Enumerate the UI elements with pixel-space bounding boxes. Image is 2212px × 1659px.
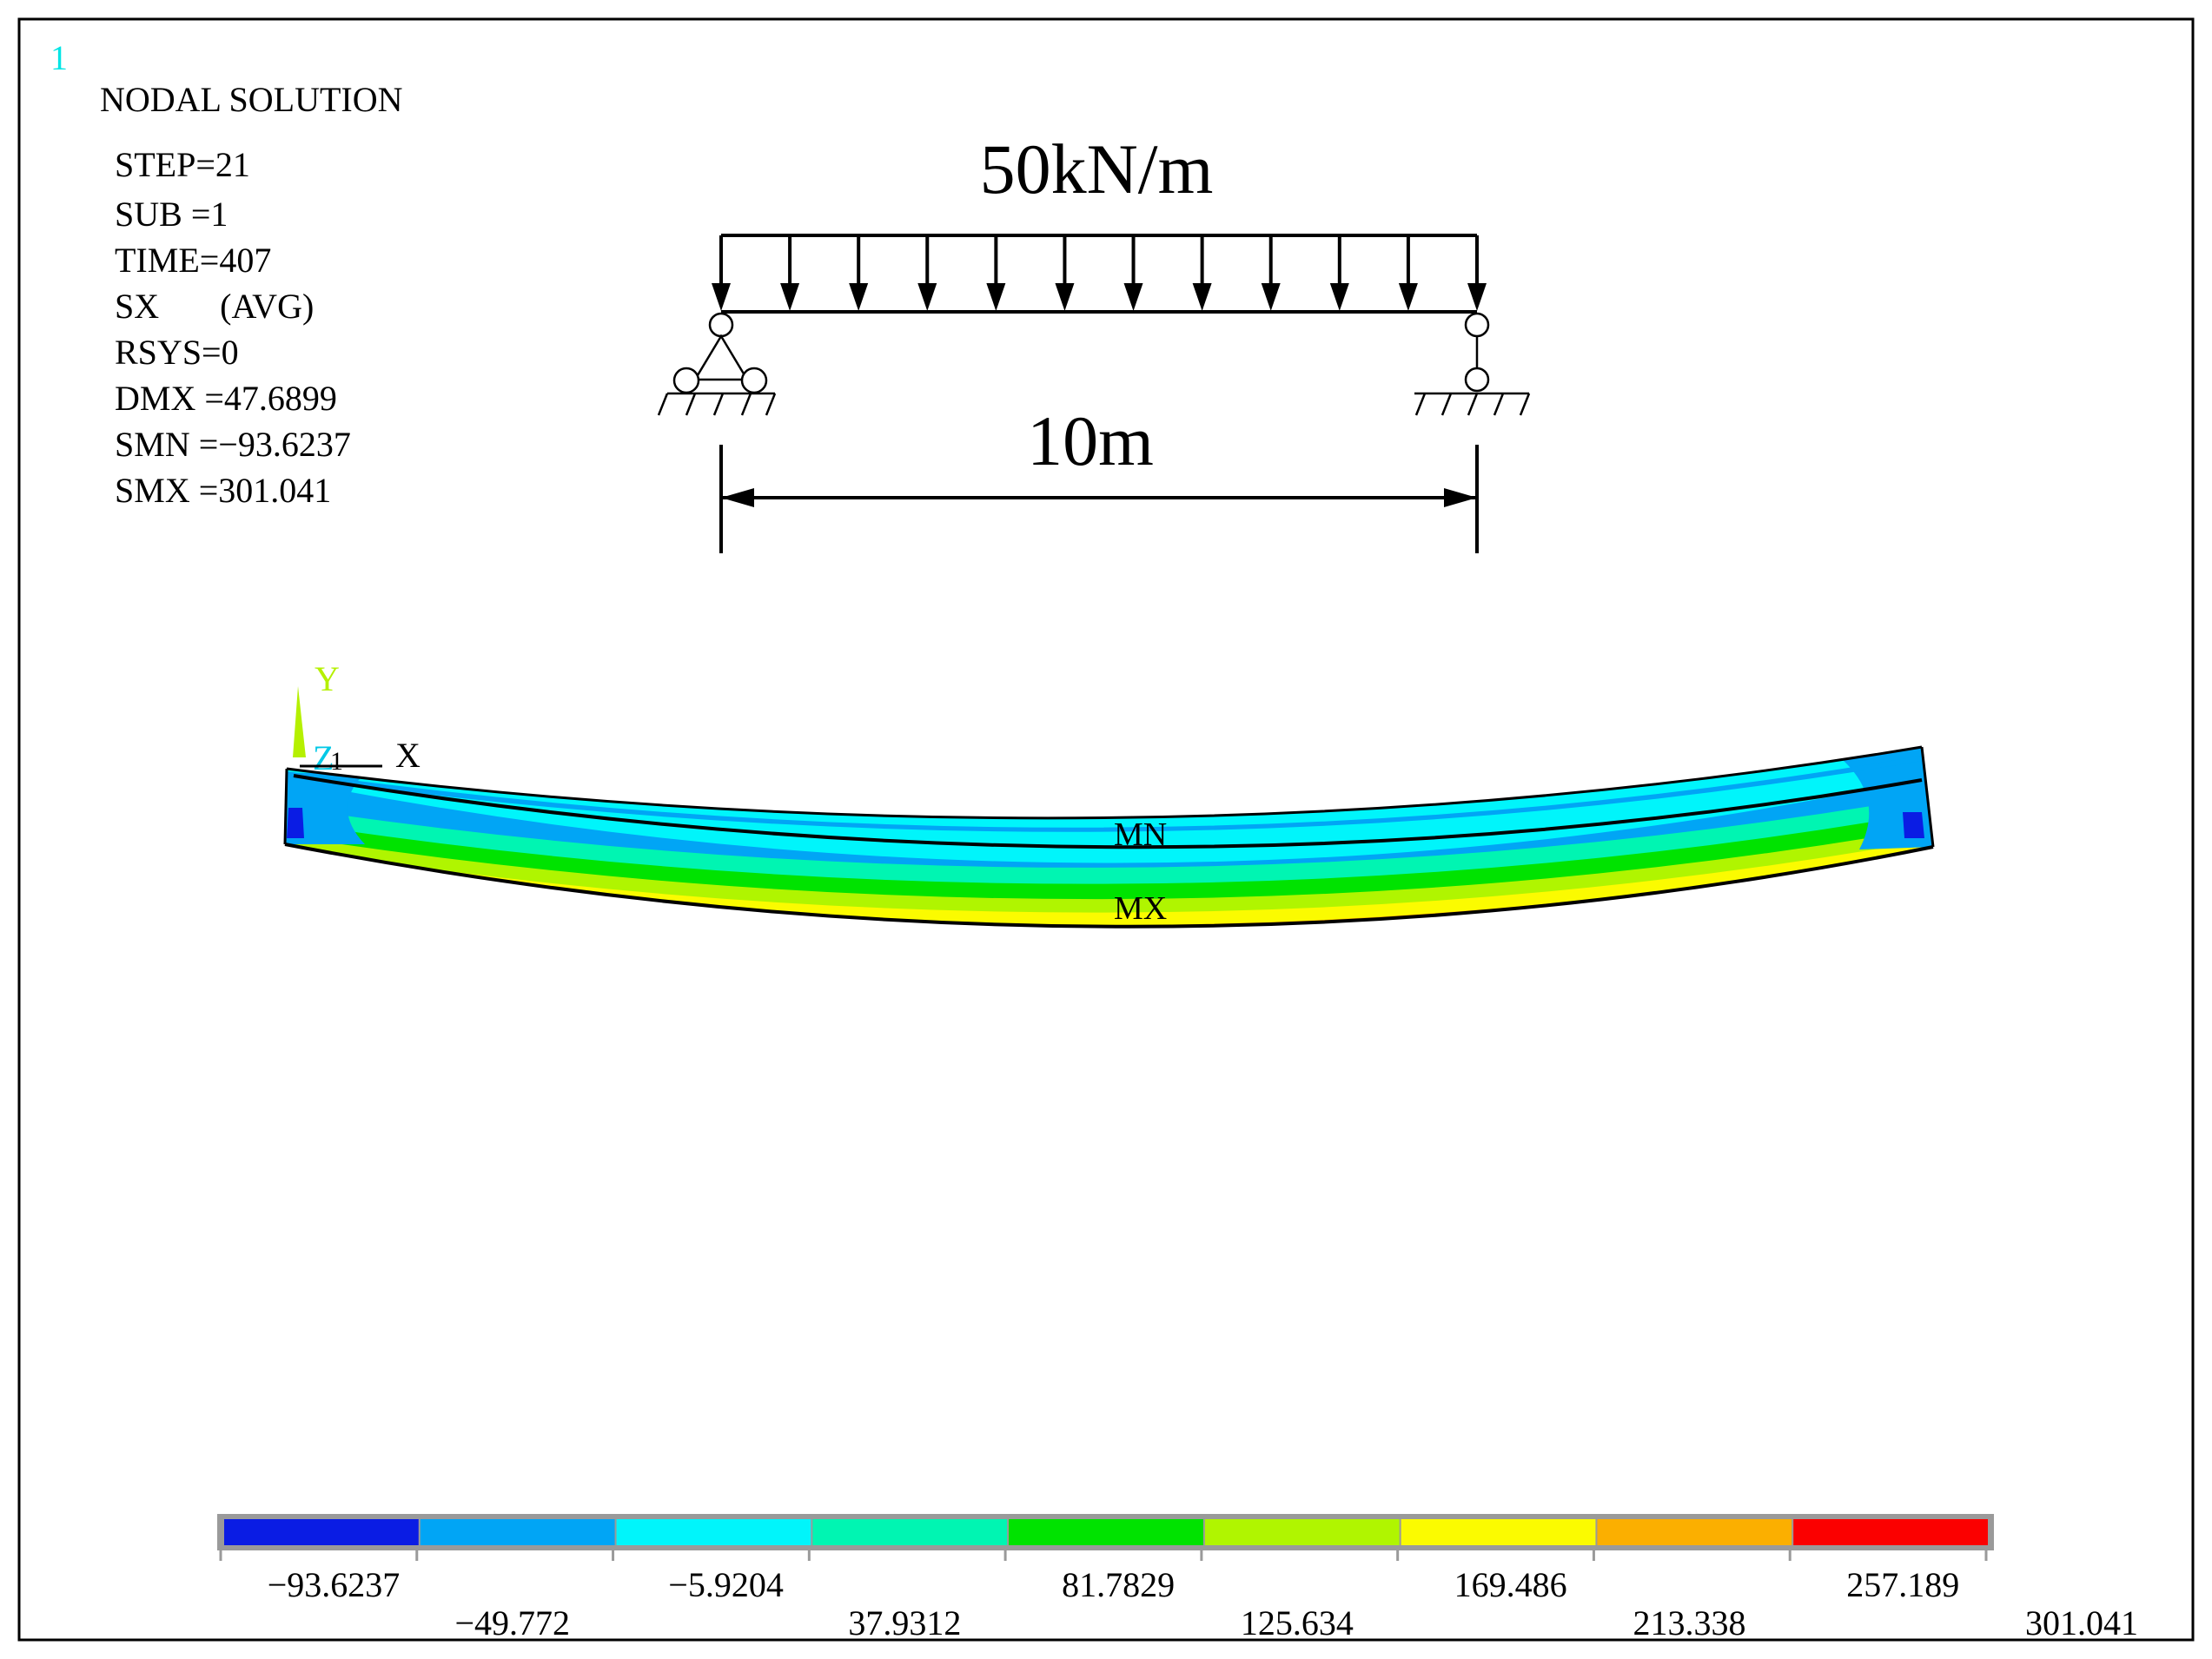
load-arrow (712, 235, 731, 311)
info-title: NODAL SOLUTION (100, 80, 402, 119)
contour-legend: −93.6237 −5.9204 81.7829 169.486 257.189 −49… (217, 1514, 2138, 1642)
legend-top-labels: −93.6237 −5.9204 81.7829 169.486 257.189 (268, 1565, 1960, 1604)
pin-support (657, 312, 777, 416)
info-step: STEP=21 (115, 145, 250, 184)
load-label: 50kN/m (980, 129, 1214, 208)
info-sub: SUB =1 (115, 195, 228, 234)
legend-swatch (420, 1519, 615, 1545)
load-arrow (1398, 235, 1418, 311)
legend-ticks (219, 1550, 1988, 1561)
info-smn: SMN =−93.6237 (115, 425, 351, 464)
stress-contour-beam (283, 745, 1935, 929)
load-arrow (986, 235, 1006, 311)
window-number: 1 (50, 38, 68, 77)
legend-value-bottom: 125.634 (1241, 1603, 1354, 1642)
load-arrow (1055, 235, 1075, 311)
legend-swatch (812, 1519, 1008, 1545)
load-arrow (1467, 235, 1487, 311)
legend-swatches (224, 1519, 1988, 1545)
span-label: 10m (1027, 401, 1154, 480)
y-axis-label: Y (315, 659, 340, 698)
legend-swatch (1401, 1519, 1596, 1545)
y-axis-arrow (293, 686, 306, 757)
legend-swatch (1597, 1519, 1792, 1545)
min-marker: MN (1114, 816, 1167, 853)
legend-value-top: 257.189 (1846, 1565, 1959, 1604)
legend-bottom-labels: −49.772 37.9312 125.634 213.338 301.041 (454, 1603, 2138, 1642)
legend-value-bottom: 213.338 (1633, 1603, 1745, 1642)
load-diagram: 50kN/m 10m (657, 129, 1531, 553)
load-arrow (917, 235, 937, 311)
node-label: 1 (330, 747, 343, 776)
load-arrow (1261, 235, 1281, 311)
legend-value-top: 169.486 (1454, 1565, 1567, 1604)
plot-frame (17, 17, 2195, 1642)
legend-value-bottom: 301.041 (2025, 1603, 2138, 1642)
load-arrow (1192, 235, 1212, 311)
info-time: TIME=407 (115, 241, 271, 280)
legend-value-top: 81.7829 (1062, 1565, 1175, 1604)
z-axis-label: Z (313, 738, 334, 777)
load-arrow (780, 235, 800, 311)
load-arrow (1123, 235, 1143, 311)
load-arrow (849, 235, 869, 311)
load-arrow (1329, 235, 1349, 311)
legend-value-top: −5.9204 (668, 1565, 784, 1604)
dim-arrow-right (1444, 488, 1477, 507)
info-dmx: DMX =47.6899 (115, 379, 337, 418)
solution-info: NODAL SOLUTION STEP=21 SUB =1 TIME=407 S… (100, 80, 402, 510)
legend-swatch (1204, 1519, 1400, 1545)
legend-value-bottom: −49.772 (454, 1603, 570, 1642)
legend-swatch (1793, 1519, 1988, 1545)
coordinate-triad: Y Z 1 X (293, 659, 421, 777)
legend-value-bottom: 37.9312 (848, 1603, 961, 1642)
max-marker: MX (1114, 890, 1167, 927)
legend-swatch (616, 1519, 811, 1545)
legend-swatch (224, 1519, 419, 1545)
info-sx: SX (AVG) (115, 287, 314, 326)
dim-arrow-left (721, 488, 754, 507)
x-axis-label: X (395, 736, 421, 775)
info-rsys: RSYS=0 (115, 333, 239, 372)
legend-swatch (1009, 1519, 1203, 1545)
load-arrows (712, 235, 1487, 311)
info-smx: SMX =301.041 (115, 471, 331, 510)
legend-value-top: −93.6237 (268, 1565, 401, 1604)
roller-support (1414, 312, 1531, 416)
